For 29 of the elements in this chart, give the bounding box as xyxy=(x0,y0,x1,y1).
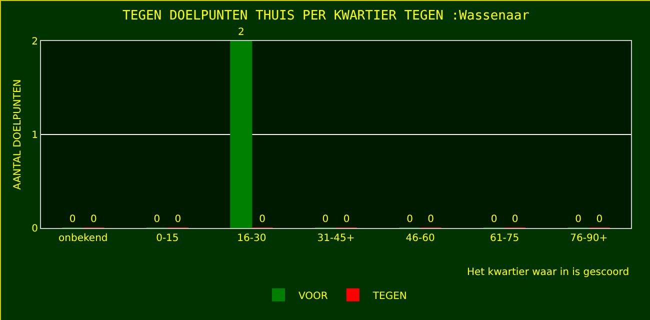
y-tick-label: 1 xyxy=(32,130,38,141)
y-axis-title: AANTAL DOELPUNTEN xyxy=(12,79,24,190)
data-label: 0 xyxy=(90,214,97,225)
data-label: 0 xyxy=(69,214,76,225)
data-label: 0 xyxy=(154,214,160,225)
data-label: 0 xyxy=(406,214,413,225)
legend-label: VOOR xyxy=(298,290,328,302)
data-label: 0 xyxy=(596,214,603,225)
data-label: 0 xyxy=(343,214,350,225)
x-tick-label: 61-75 xyxy=(490,233,520,244)
y-tick-label: 2 xyxy=(32,36,38,48)
data-label: 0 xyxy=(490,214,498,225)
x-tick-label: 76-90+ xyxy=(570,233,608,244)
legend-label: TEGEN xyxy=(372,290,407,302)
data-label: 0 xyxy=(428,214,434,225)
data-label: 0 xyxy=(322,214,329,225)
x-axis-title: Het kwartier waar in is gescoord xyxy=(467,267,630,278)
x-tick-label: onbekend xyxy=(58,233,108,244)
y-tick-label: 0 xyxy=(32,224,38,234)
data-label: 0 xyxy=(259,214,266,225)
data-label: 0 xyxy=(575,214,582,225)
x-tick-label: 31-45+ xyxy=(317,233,355,244)
data-label: 0 xyxy=(174,214,182,225)
data-label: 2 xyxy=(238,27,244,38)
x-tick-label: 16-30 xyxy=(237,233,266,244)
x-tick-label: 0-15 xyxy=(156,233,179,244)
chart-title: TEGEN DOELPUNTEN THUIS PER KWARTIER TEGEN :Wassenaar xyxy=(122,8,530,24)
data-label: 0 xyxy=(512,214,518,225)
x-tick-label: 46-60 xyxy=(406,233,435,244)
